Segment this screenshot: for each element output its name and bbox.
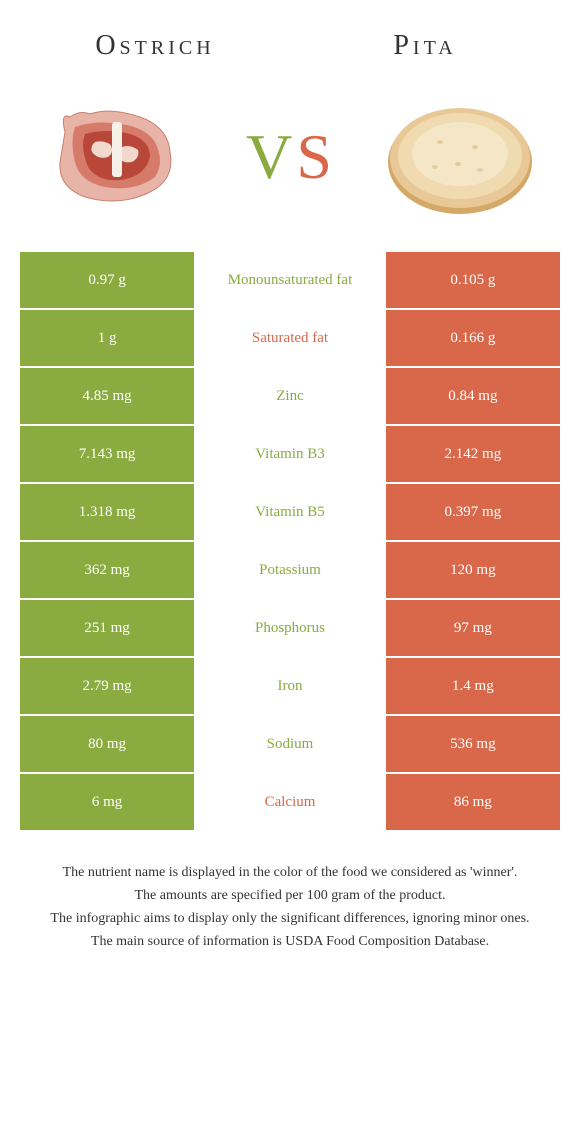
table-row: 1 gSaturated fat0.166 g — [20, 310, 560, 366]
table-row: 2.79 mgIron1.4 mg — [20, 658, 560, 714]
cell-nutrient-label: Phosphorus — [194, 600, 386, 656]
vs-label: VS — [246, 120, 334, 194]
cell-nutrient-label: Vitamin B5 — [194, 484, 386, 540]
vs-v: V — [246, 120, 294, 194]
food-image-left — [40, 92, 200, 222]
cell-right-value: 97 mg — [386, 600, 560, 656]
cell-left-value: 1.318 mg — [20, 484, 194, 540]
footnote-line: The nutrient name is displayed in the co… — [30, 862, 550, 883]
cell-nutrient-label: Vitamin B3 — [194, 426, 386, 482]
cell-right-value: 0.397 mg — [386, 484, 560, 540]
title-left: Ostrich — [20, 30, 290, 62]
footnote-line: The main source of information is USDA F… — [30, 931, 550, 952]
vs-s: S — [296, 120, 334, 194]
table-row: 0.97 gMonounsaturated fat0.105 g — [20, 252, 560, 308]
cell-nutrient-label: Zinc — [194, 368, 386, 424]
cell-right-value: 0.105 g — [386, 252, 560, 308]
cell-left-value: 80 mg — [20, 716, 194, 772]
cell-nutrient-label: Saturated fat — [194, 310, 386, 366]
cell-nutrient-label: Monounsaturated fat — [194, 252, 386, 308]
footnote-line: The infographic aims to display only the… — [30, 908, 550, 929]
cell-nutrient-label: Sodium — [194, 716, 386, 772]
cell-right-value: 2.142 mg — [386, 426, 560, 482]
table-row: 80 mgSodium536 mg — [20, 716, 560, 772]
cell-left-value: 6 mg — [20, 774, 194, 830]
table-row: 6 mgCalcium86 mg — [20, 774, 560, 830]
cell-nutrient-label: Calcium — [194, 774, 386, 830]
table-row: 4.85 mgZinc0.84 mg — [20, 368, 560, 424]
cell-left-value: 0.97 g — [20, 252, 194, 308]
footnotes: The nutrient name is displayed in the co… — [0, 832, 580, 974]
cell-left-value: 2.79 mg — [20, 658, 194, 714]
cell-right-value: 536 mg — [386, 716, 560, 772]
cell-right-value: 0.166 g — [386, 310, 560, 366]
footnote-line: The amounts are specified per 100 gram o… — [30, 885, 550, 906]
cell-right-value: 86 mg — [386, 774, 560, 830]
cell-left-value: 251 mg — [20, 600, 194, 656]
cell-left-value: 1 g — [20, 310, 194, 366]
table-row: 1.318 mgVitamin B50.397 mg — [20, 484, 560, 540]
cell-right-value: 1.4 mg — [386, 658, 560, 714]
cell-nutrient-label: Iron — [194, 658, 386, 714]
cell-left-value: 362 mg — [20, 542, 194, 598]
cell-nutrient-label: Potassium — [194, 542, 386, 598]
cell-left-value: 4.85 mg — [20, 368, 194, 424]
food-image-right — [380, 92, 540, 222]
infographic: Ostrich Pita VS — [0, 0, 580, 974]
cell-right-value: 0.84 mg — [386, 368, 560, 424]
nutrient-table: 0.97 gMonounsaturated fat0.105 g1 gSatur… — [0, 252, 580, 830]
table-row: 251 mgPhosphorus97 mg — [20, 600, 560, 656]
cell-right-value: 120 mg — [386, 542, 560, 598]
titles-row: Ostrich Pita — [0, 0, 580, 72]
title-right: Pita — [290, 30, 560, 62]
table-row: 362 mgPotassium120 mg — [20, 542, 560, 598]
table-row: 7.143 mgVitamin B32.142 mg — [20, 426, 560, 482]
hero-row: VS — [0, 72, 580, 252]
cell-left-value: 7.143 mg — [20, 426, 194, 482]
